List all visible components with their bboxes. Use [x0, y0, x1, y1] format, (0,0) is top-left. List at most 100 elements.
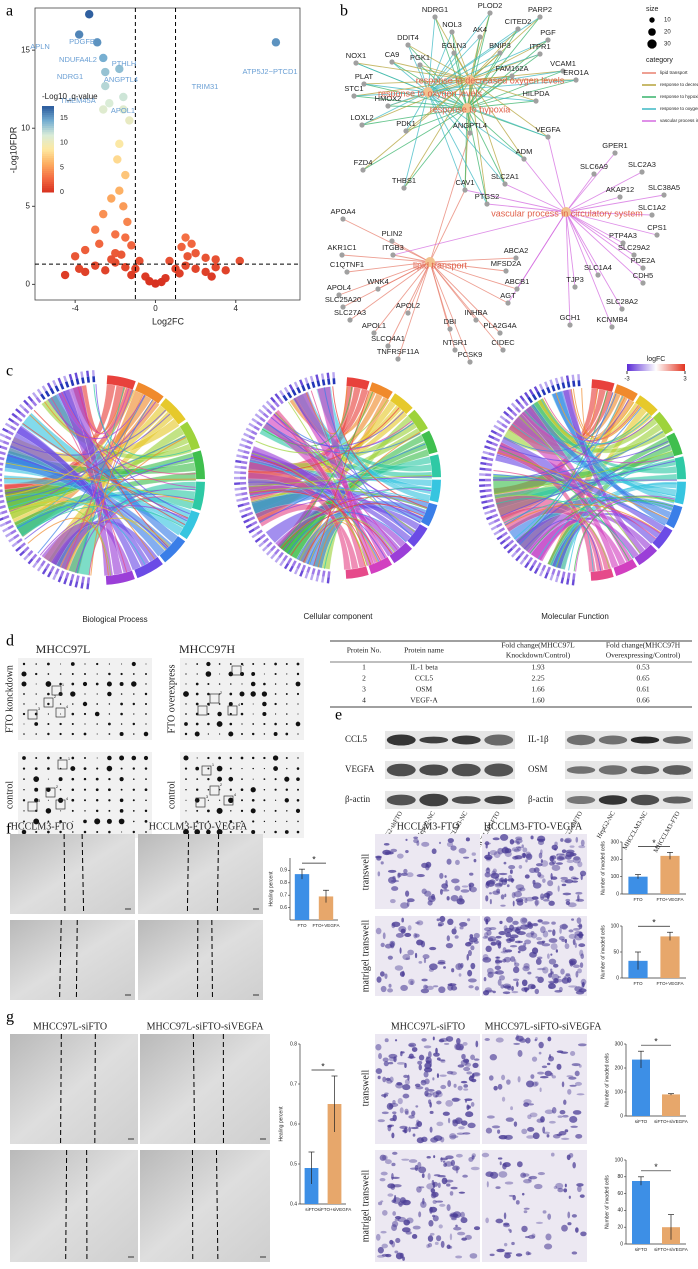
point	[165, 256, 174, 266]
colorbar-step	[42, 181, 54, 184]
x-tick-label: FTO	[633, 897, 643, 902]
edge	[403, 91, 429, 189]
array-spot	[60, 810, 62, 812]
point	[85, 10, 94, 19]
colorbar-step	[42, 179, 54, 182]
array-spot	[285, 788, 289, 791]
gene-ring	[70, 573, 75, 581]
array-spot	[119, 682, 124, 686]
cell	[470, 1054, 476, 1060]
ribbon-line	[248, 407, 400, 473]
gene-ring	[242, 455, 249, 460]
array-spot	[196, 673, 198, 675]
cell	[444, 875, 447, 878]
gene-ring	[566, 381, 571, 388]
cell	[487, 851, 490, 856]
cell	[411, 1234, 418, 1239]
row-label: control	[4, 781, 15, 810]
array-spot	[120, 788, 123, 791]
gene-ring	[244, 506, 252, 512]
gene-ring-outer	[32, 561, 38, 569]
cell	[455, 1255, 463, 1259]
cell	[441, 889, 450, 892]
gene-ring-outer	[320, 373, 325, 380]
array-spot	[84, 723, 86, 725]
array-spot	[83, 712, 87, 716]
gene-ring	[0, 489, 3, 493]
cell	[567, 1222, 572, 1226]
gene-ring-outer	[5, 532, 12, 538]
spot-box	[195, 797, 206, 808]
array-spot	[263, 820, 266, 823]
cell	[574, 933, 584, 941]
cell	[384, 943, 392, 949]
blot-band	[566, 766, 596, 774]
cell	[446, 858, 452, 865]
gene-node	[360, 167, 366, 173]
point	[115, 64, 124, 74]
gene-ring	[504, 418, 511, 425]
term-sector	[345, 566, 369, 579]
edge	[565, 211, 576, 288]
bar	[660, 855, 680, 894]
cell	[404, 932, 412, 938]
array-spot	[185, 778, 187, 781]
cell	[534, 1038, 537, 1042]
cell	[473, 1072, 480, 1076]
cell	[387, 955, 393, 960]
gene-ring-outer	[241, 513, 248, 519]
blot-label: CCL5	[345, 734, 368, 744]
legend-entry: response to decreased oxygen levels	[660, 82, 698, 87]
point	[123, 217, 132, 227]
gene-ring	[536, 562, 542, 569]
edge	[338, 261, 431, 296]
blot-label: VEGFA	[345, 764, 375, 774]
term-sector	[674, 456, 686, 480]
point	[121, 263, 130, 272]
cell	[451, 878, 460, 884]
array-spot	[184, 767, 188, 770]
cell	[401, 1227, 411, 1233]
array-spot	[251, 756, 255, 760]
cell	[413, 836, 419, 840]
array-spot	[296, 767, 300, 770]
edge	[361, 79, 471, 126]
cell	[515, 926, 522, 931]
gene-ring	[27, 550, 34, 557]
array-spot	[296, 798, 300, 802]
edge	[403, 79, 471, 189]
cell	[424, 1062, 432, 1070]
ribbon-line	[249, 487, 427, 510]
array-spot	[144, 692, 148, 696]
legend-entry: response to oxygen levels	[660, 106, 698, 111]
wound-edge	[65, 1149, 68, 1263]
point	[211, 255, 220, 264]
gene-ring	[7, 524, 14, 530]
cell	[463, 1088, 469, 1091]
gene-ring	[316, 569, 321, 576]
cell	[453, 1226, 462, 1231]
cell	[523, 1210, 528, 1214]
plot-frame	[34, 7, 301, 301]
cell	[492, 837, 500, 841]
array-spot	[95, 682, 99, 686]
gene-ring	[54, 385, 60, 392]
gene-ring-outer	[235, 492, 242, 497]
cell	[516, 980, 519, 988]
cell	[378, 1053, 382, 1060]
gene-ring	[488, 452, 495, 457]
ribbon-line	[302, 517, 393, 563]
ribbon-line	[529, 495, 675, 554]
point	[181, 233, 190, 242]
gene-ring-outer	[544, 381, 549, 388]
gene-ring-outer	[482, 505, 489, 510]
gene-label: NDRG1	[422, 5, 448, 14]
cell	[549, 1120, 556, 1124]
gene-label: APOA4	[330, 207, 355, 216]
cell	[387, 869, 397, 873]
cell	[487, 937, 494, 942]
cell	[548, 1054, 552, 1059]
gene-label: BNIP3	[489, 41, 511, 50]
edge	[565, 211, 571, 326]
cell	[547, 980, 557, 984]
